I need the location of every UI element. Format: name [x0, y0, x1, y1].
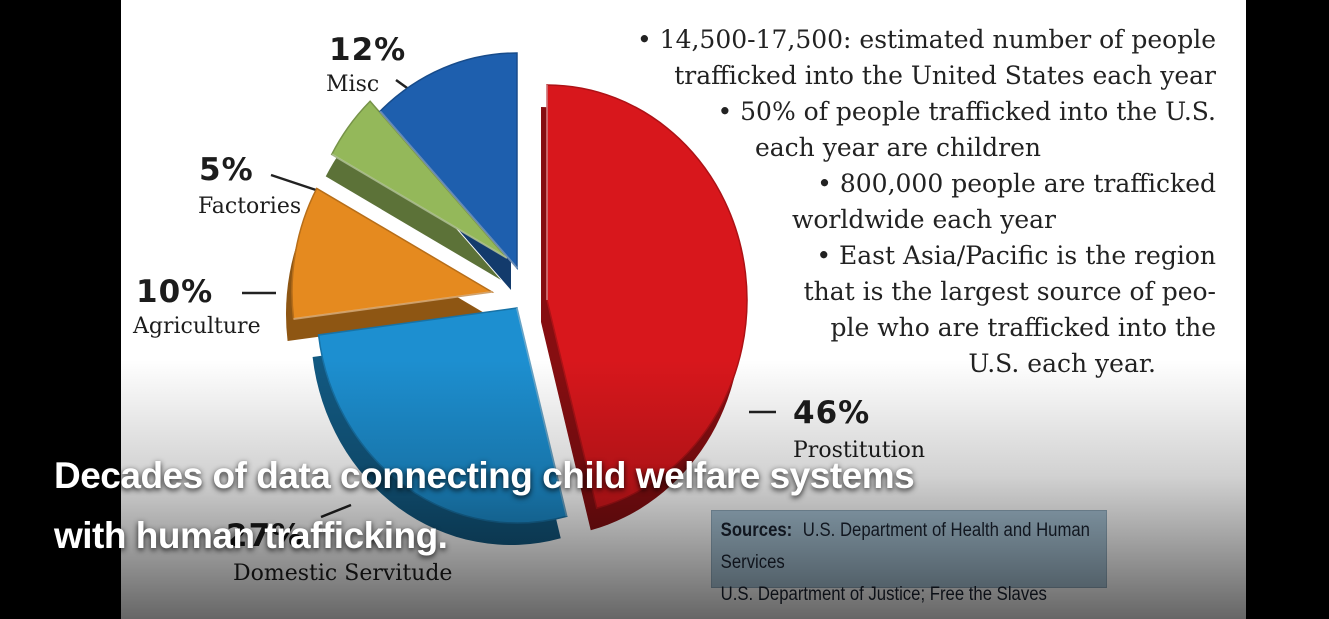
fact-line: U.S. each year. — [968, 349, 1156, 378]
fact-line: worldwide each year — [791, 205, 1056, 234]
fact-line: • 14,500-17,500: estimated number of peo… — [636, 25, 1216, 54]
label-cat-agriculture: Agriculture — [133, 314, 261, 339]
fact-line: • 800,000 people are trafficked — [817, 169, 1216, 198]
pie-slice-factories — [330, 100, 508, 259]
pie-slice-highlight — [379, 110, 518, 269]
fact-line: each year are children — [754, 133, 1041, 162]
label-cat-misc: Misc — [326, 72, 380, 97]
label-pct-agriculture: 10% — [136, 274, 214, 310]
pie-slice-agriculture — [291, 187, 495, 320]
fact-line: • 50% of people trafficked into the U.S. — [717, 97, 1216, 126]
facts-list: • 14,500-17,500: estimated number of peo… — [591, 22, 1216, 382]
fact-line: that is the largest source of peo- — [803, 277, 1216, 306]
label-pct-misc: 12% — [329, 32, 407, 68]
fact-line: ple who are trafficked into the — [830, 313, 1216, 342]
fact-line: • East Asia/Pacific is the region — [816, 241, 1216, 270]
label-pct-factories: 5% — [199, 152, 254, 188]
caption-line-1: Decades of data connecting child welfare… — [54, 455, 915, 496]
sources-text-2: U.S. Department of Justice; Free the Sla… — [720, 584, 1047, 605]
pie-slice-highlight — [293, 291, 493, 320]
leader-line-factories — [270, 173, 317, 192]
pie-slice-highlight — [331, 153, 508, 259]
pie-slice-misc — [379, 52, 518, 270]
article-caption[interactable]: Decades of data connecting child welfare… — [54, 446, 1014, 566]
label-pct-prostitution: 46% — [793, 395, 871, 431]
label-cat-factories: Factories — [198, 194, 302, 219]
fact-line: trafficked into the United States each y… — [674, 61, 1216, 90]
caption-line-2: with human trafficking. — [54, 515, 448, 556]
